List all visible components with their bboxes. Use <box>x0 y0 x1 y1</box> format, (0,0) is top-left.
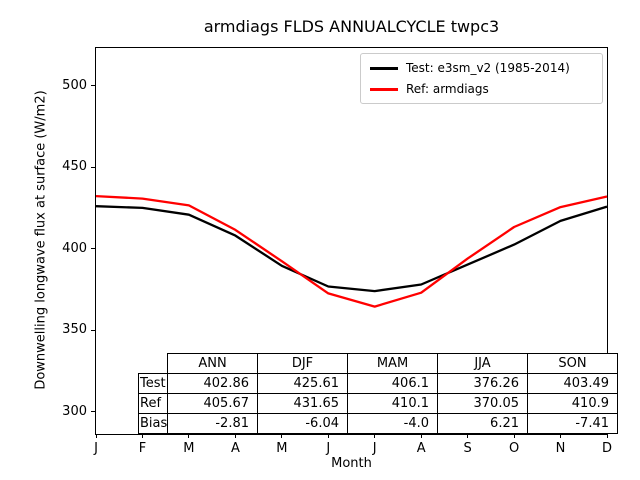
stats-cell: 402.86 <box>167 373 258 394</box>
y-tick-label: 450 <box>62 159 87 175</box>
x-tick-mark <box>606 434 608 438</box>
stats-cell: 425.61 <box>257 373 348 394</box>
stats-cell: 410.9 <box>527 393 618 414</box>
stats-cell: 6.21 <box>437 413 528 434</box>
y-tick-mark <box>91 248 95 250</box>
line-series-canvas <box>95 194 608 308</box>
x-tick-label: A <box>230 441 240 456</box>
stats-col-header: JJA <box>437 353 528 374</box>
x-tick-mark <box>234 434 236 438</box>
x-tick-label: F <box>138 441 147 456</box>
stats-row-label: Ref <box>138 393 168 414</box>
legend-label-ref: Ref: armdiags <box>406 82 489 96</box>
plot-area <box>95 47 608 435</box>
x-tick-label: S <box>463 441 472 456</box>
stats-col-header: MAM <box>347 353 438 374</box>
stats-row-ref: Ref 405.67 431.65 410.1 370.05 410.9 <box>138 393 618 414</box>
stats-row-label: Test <box>138 373 168 394</box>
x-tick-mark <box>281 434 283 438</box>
stats-cell: 410.1 <box>347 393 438 414</box>
x-tick-mark <box>513 434 515 438</box>
x-tick-mark <box>188 434 190 438</box>
stats-row-label: Bias <box>138 413 168 434</box>
stats-cell: 403.49 <box>527 373 618 394</box>
x-tick-label: J <box>94 441 98 456</box>
x-tick-label: N <box>555 441 566 456</box>
test-line-swatch <box>370 67 398 70</box>
x-tick-label: M <box>276 441 288 456</box>
stats-cell: 406.1 <box>347 373 438 394</box>
stats-cell: 431.65 <box>257 393 348 414</box>
x-tick-mark <box>467 434 469 438</box>
x-tick-label: A <box>416 441 426 456</box>
stats-col-header: ANN <box>167 353 258 374</box>
y-tick-mark <box>91 166 95 168</box>
x-tick-label: J <box>326 441 331 456</box>
stats-col-header: DJF <box>257 353 348 374</box>
x-tick-mark <box>560 434 561 438</box>
y-tick-mark <box>91 411 95 413</box>
x-tick-mark <box>142 434 143 438</box>
ref-line-swatch <box>370 88 398 91</box>
legend: Test: e3sm_v2 (1985-2014) Ref: armdiags <box>360 53 603 104</box>
stats-cell: 370.05 <box>437 393 528 414</box>
stats-header-row: ANN DJF MAM JJA SON <box>139 353 618 374</box>
y-tick-mark <box>91 85 95 86</box>
series-line-test <box>95 205 608 293</box>
y-tick-label: 300 <box>62 403 87 419</box>
x-tick-mark <box>95 434 97 438</box>
y-tick-label: 400 <box>62 240 87 256</box>
stats-blank-cell <box>139 354 168 374</box>
stats-cell: 376.26 <box>437 373 528 394</box>
legend-label-test: Test: e3sm_v2 (1985-2014) <box>406 61 570 75</box>
stats-table: ANN DJF MAM JJA SON Test 402.86 425.61 4… <box>138 353 618 434</box>
chart-title: armdiags FLDS ANNUALCYCLE twpc3 <box>203 17 500 36</box>
y-tick-mark <box>91 329 95 331</box>
stats-cell: -2.81 <box>167 413 258 434</box>
stats-cell: -4.0 <box>347 413 438 434</box>
x-tick-mark <box>420 434 422 438</box>
stats-row-test: Test 402.86 425.61 406.1 376.26 403.49 <box>138 373 618 394</box>
stats-col-header: SON <box>527 353 618 374</box>
y-tick-label: 500 <box>62 77 87 93</box>
x-axis-label: Month <box>331 456 372 471</box>
stats-cell: -6.04 <box>257 413 348 434</box>
x-tick-mark <box>327 434 329 438</box>
legend-entry-test: Test: e3sm_v2 (1985-2014) <box>370 61 593 76</box>
x-tick-mark <box>374 434 376 438</box>
stats-cell: -7.41 <box>527 413 618 434</box>
legend-entry-ref: Ref: armdiags <box>370 82 593 97</box>
series-line-ref <box>95 194 608 308</box>
x-tick-label: D <box>601 441 612 456</box>
y-tick-label: 350 <box>62 322 87 338</box>
x-tick-label: J <box>372 441 377 456</box>
stats-row-bias: Bias -2.81 -6.04 -4.0 6.21 -7.41 <box>138 413 618 434</box>
x-tick-label: M <box>183 441 195 456</box>
stats-cell: 405.67 <box>167 393 258 414</box>
x-tick-label: O <box>508 441 520 456</box>
